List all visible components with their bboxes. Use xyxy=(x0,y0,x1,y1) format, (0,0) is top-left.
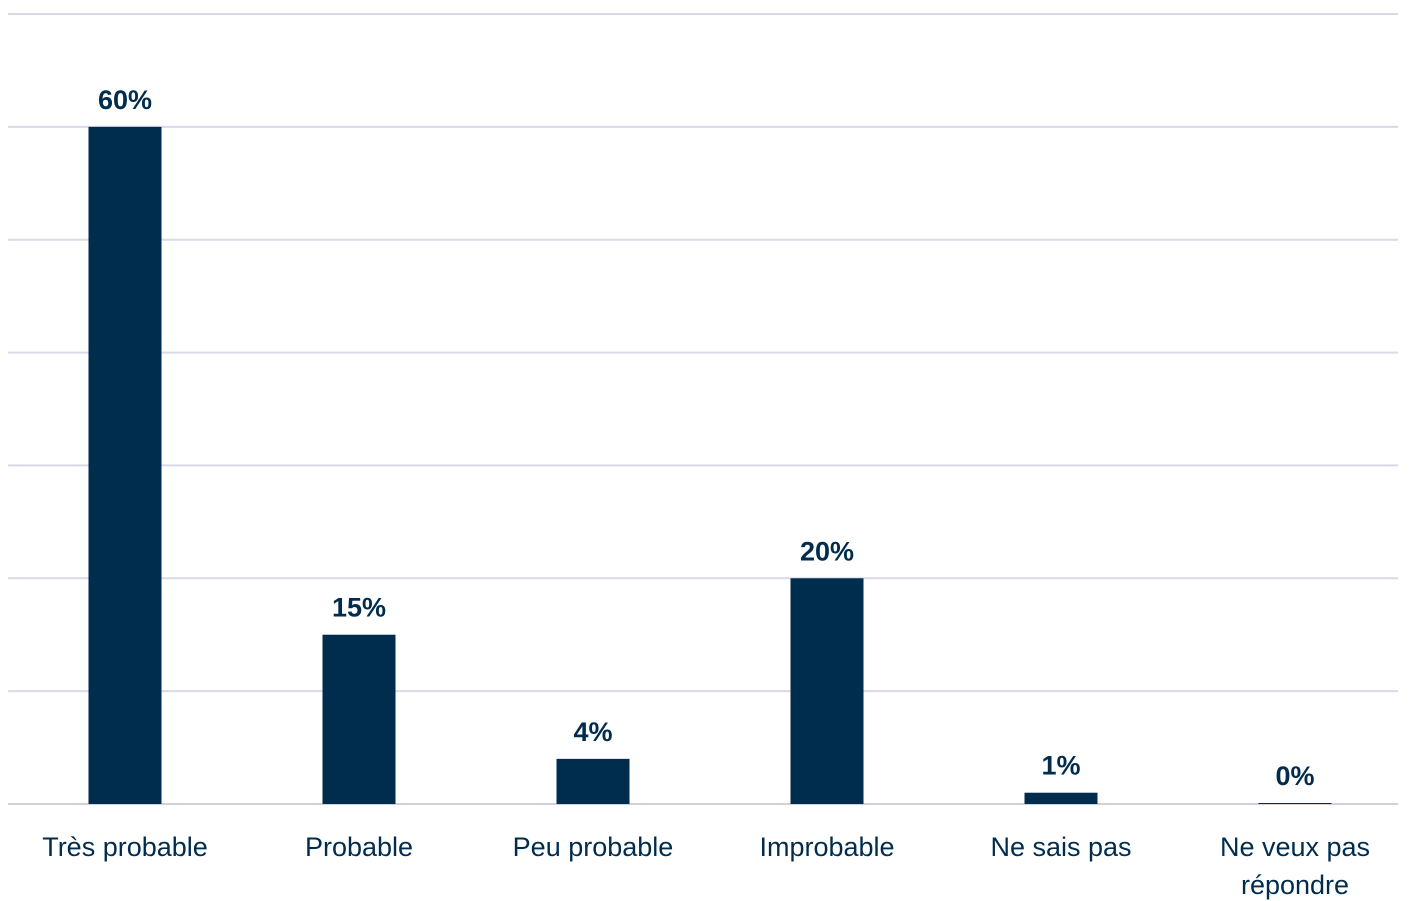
category-label-line: Très probable xyxy=(42,832,208,862)
bars xyxy=(88,126,1332,805)
category-label-line: Peu probable xyxy=(513,832,674,862)
gridlines xyxy=(8,13,1398,805)
category-label-line: répondre xyxy=(1241,870,1349,900)
data-label: 15% xyxy=(332,593,386,623)
category-label: Improbable xyxy=(759,832,894,862)
bar xyxy=(556,758,630,804)
category-label-line: Ne veux pas xyxy=(1220,832,1370,862)
category-label-line: Probable xyxy=(305,832,413,862)
bar xyxy=(322,634,396,804)
data-label: 0% xyxy=(1275,761,1314,791)
data-label: 1% xyxy=(1041,751,1080,781)
category-label: Ne veux pas répondre xyxy=(1220,832,1370,900)
category-label: Peu probable xyxy=(513,832,674,862)
category-label-line: Improbable xyxy=(759,832,894,862)
category-labels: Très probable Probable Peu probable Improba… xyxy=(42,832,1370,900)
bar xyxy=(1024,792,1098,804)
data-label: 4% xyxy=(573,717,612,747)
bar xyxy=(1258,803,1332,804)
category-label: Ne sais pas xyxy=(990,832,1131,862)
bar xyxy=(88,126,162,805)
data-label: 20% xyxy=(800,536,854,566)
category-label: Probable xyxy=(305,832,413,862)
data-label: 60% xyxy=(98,85,152,115)
bar xyxy=(790,578,864,804)
category-label-line: Ne sais pas xyxy=(990,832,1131,862)
data-labels: 60% 15% 4% 20% 1% 0% xyxy=(98,85,1315,791)
category-label: Très probable xyxy=(42,832,208,862)
